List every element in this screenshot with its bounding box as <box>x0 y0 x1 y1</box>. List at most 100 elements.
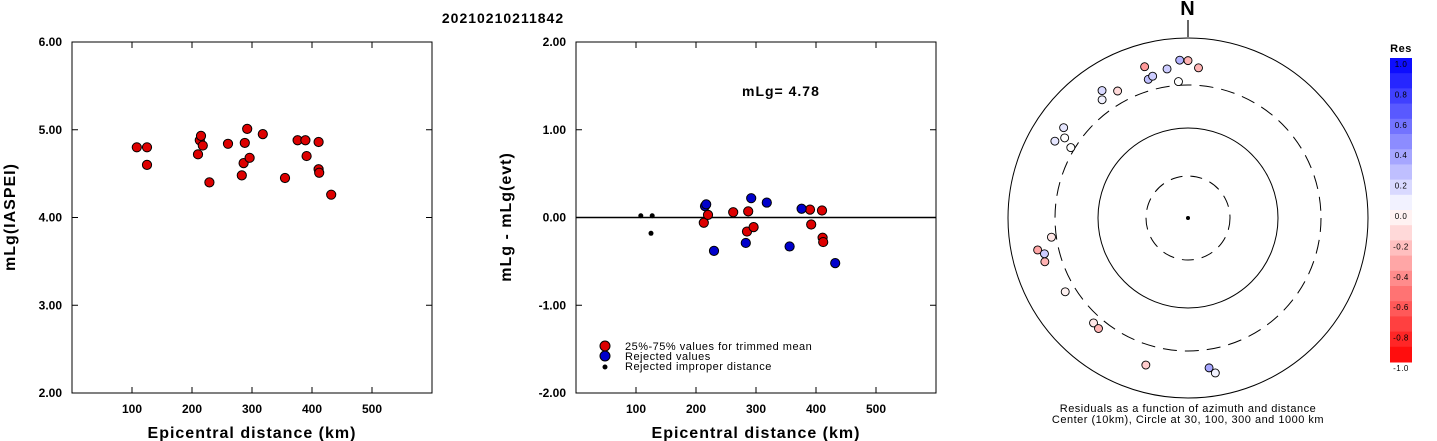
colorbar-cell <box>1390 179 1412 196</box>
station-marker <box>1040 257 1050 267</box>
legend-label-trimmed: 25%-75% values for trimmed mean <box>625 341 812 353</box>
data-point-magnitude <box>222 138 234 149</box>
page-title: 20210210211842 <box>442 10 564 26</box>
circle-30km <box>1145 175 1231 261</box>
station-marker <box>1066 143 1076 153</box>
colorbar-tick-label: 0.4 <box>1395 151 1408 160</box>
x-axis-label: Epicentral distance (km) <box>652 425 861 441</box>
colorbar-tick-label: -0.6 <box>1393 303 1409 312</box>
y-tick-label: -1.00 <box>539 298 567 312</box>
colorbar-cell <box>1390 88 1412 105</box>
colorbar-cell <box>1390 58 1412 74</box>
colorbar-cell <box>1390 316 1412 333</box>
station-marker <box>1097 86 1107 96</box>
data-point-magnitude <box>131 142 142 153</box>
data-point-magnitude <box>242 123 253 134</box>
data-point-magnitude <box>313 136 324 148</box>
colorbar-tick-label: -0.8 <box>1393 334 1409 343</box>
data-point-rejected <box>784 241 795 252</box>
station-marker <box>1141 360 1151 370</box>
colorbar-cell <box>1390 331 1412 348</box>
station-marker <box>1089 318 1098 328</box>
data-point-improper <box>638 213 644 219</box>
station-marker <box>1183 56 1193 66</box>
caption-line-1: Residuals as a function of azimuth and d… <box>1060 403 1316 415</box>
station-marker <box>1094 324 1103 333</box>
data-point-magnitude <box>141 142 153 153</box>
y-tick-label: 6.00 <box>39 35 63 49</box>
data-point-rejected <box>796 203 807 214</box>
data-point-trimmed <box>816 205 828 216</box>
colorbar-cell <box>1390 164 1412 181</box>
data-point-magnitude <box>239 137 250 149</box>
station-marker <box>1060 287 1070 297</box>
data-point-rejected <box>830 258 841 269</box>
data-point-magnitude <box>279 172 291 184</box>
data-point-trimmed <box>806 219 817 230</box>
legend: 25%-75% values for trimmed mean Rejected… <box>599 340 812 373</box>
station-marker <box>1148 71 1158 81</box>
station-marker <box>1174 77 1183 87</box>
data-point-magnitude <box>257 129 268 140</box>
legend-label-improper: Rejected improper distance <box>625 361 772 373</box>
x-tick-label: 500 <box>362 402 382 416</box>
colorbar-tick-label: -0.4 <box>1393 273 1409 282</box>
x-tick-label: 300 <box>242 402 262 416</box>
station-marker <box>1175 55 1185 65</box>
x-axis-label: Epicentral distance (km) <box>148 425 357 441</box>
y-tick-label: 1.00 <box>543 123 567 137</box>
data-points <box>131 123 337 200</box>
circle-100km <box>1097 127 1279 309</box>
colorbar-cell <box>1390 134 1412 150</box>
y-tick-label: 3.00 <box>39 298 63 312</box>
colorbar-cell <box>1390 225 1412 241</box>
station-marker <box>1162 64 1172 74</box>
colorbar-tick-label: -1.0 <box>1393 364 1409 373</box>
colorbar: Res 1.0 0.8 0.6 0.4 0.2 0.0 -0.2 -0.4 -0.6 -0.8 -1… <box>1390 43 1412 373</box>
data-point-improper <box>648 230 654 236</box>
y-tick-label: 2.00 <box>543 35 567 49</box>
colorbar-cell <box>1390 194 1412 211</box>
magnitude-vs-distance-plot: 100 200 300 400 500 2.00 3.00 4.00 5.00 6.00 Epi… <box>2 35 433 441</box>
colorbar-cell <box>1390 301 1412 317</box>
colorbar-tick-label: 0.6 <box>1395 121 1408 130</box>
data-point-magnitude <box>301 150 312 162</box>
station-marker <box>1039 249 1049 259</box>
x-tick-label: 100 <box>122 402 142 416</box>
colorbar-cell <box>1390 118 1412 135</box>
data-point-trimmed <box>698 217 709 228</box>
data-point-trimmed <box>748 222 759 233</box>
colorbar-title: Res <box>1390 43 1412 55</box>
station-marker <box>1047 232 1056 242</box>
colorbar-cell <box>1390 286 1412 302</box>
station-marker <box>1050 136 1060 146</box>
colorbar-cell <box>1390 240 1412 257</box>
data-point-improper <box>649 213 655 219</box>
data-point-magnitude <box>197 140 208 151</box>
magnitude-annotation: mLg= 4.78 <box>742 83 820 99</box>
caption-line-2: Center (10km), Circle at 30, 100, 300 an… <box>1052 414 1324 426</box>
colorbar-tick-label: 0.8 <box>1395 90 1408 99</box>
data-point-magnitude <box>204 177 215 188</box>
plot-frame <box>71 41 433 394</box>
station-marker <box>1113 86 1123 96</box>
colorbar-cell <box>1390 103 1412 120</box>
data-point-trimmed <box>728 207 739 218</box>
data-point-rejected <box>761 197 772 208</box>
data-point-magnitude <box>300 135 311 146</box>
residual-vs-distance-plot: 100 200 300 400 500 -2.00 -1.00 0.00 1.00 2.00 E… <box>498 35 937 441</box>
data-point-trimmed <box>743 206 754 217</box>
data-point-magnitude <box>314 167 325 178</box>
data-point-magnitude <box>141 159 153 170</box>
station-marker <box>1059 123 1069 133</box>
y-axis-ticks: -2.00 -1.00 0.00 1.00 2.00 <box>539 35 936 400</box>
colorbar-tick-label: 0.2 <box>1395 182 1408 191</box>
station-marker <box>1210 368 1220 378</box>
x-tick-label: 400 <box>302 402 322 416</box>
y-tick-label: 2.00 <box>39 386 63 400</box>
y-tick-label: 5.00 <box>39 123 63 137</box>
station-marker <box>1204 363 1214 373</box>
data-point-rejected <box>708 245 720 256</box>
x-tick-label: 200 <box>686 402 706 416</box>
x-tick-label: 200 <box>182 402 202 416</box>
